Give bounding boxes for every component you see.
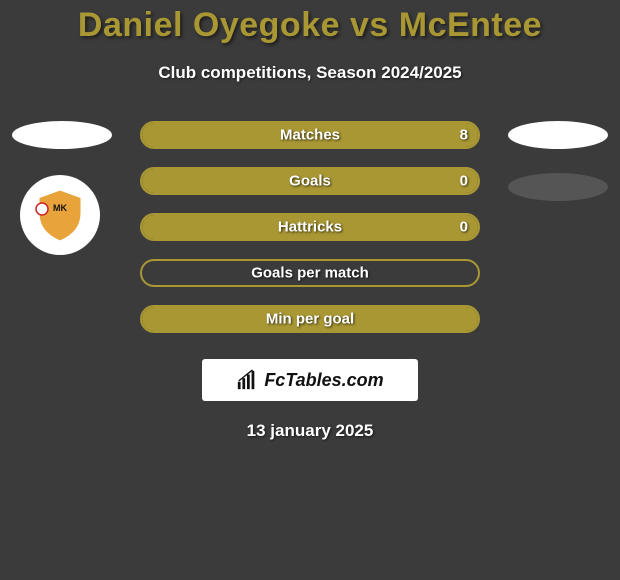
stat-value-right: 0 (460, 173, 468, 190)
stat-value-right: 8 (460, 127, 468, 144)
branding-box[interactable]: FcTables.com (202, 359, 418, 401)
club-logo-icon: MK (30, 185, 90, 245)
stat-bar: Hattricks 0 (140, 213, 480, 241)
stat-bar: Goals 0 (140, 167, 480, 195)
page-title: Daniel Oyegoke vs McEntee (0, 0, 620, 45)
player2-badge-shadow (508, 173, 608, 201)
stat-bar: Goals per match (140, 259, 480, 287)
player1-name: Daniel Oyegoke (78, 6, 340, 44)
vs-label: vs (350, 6, 389, 44)
player2-badge-ellipse (508, 121, 608, 149)
subtitle: Club competitions, Season 2024/2025 (0, 63, 620, 83)
branding-text: FcTables.com (264, 370, 383, 391)
stat-label: Goals per match (251, 265, 369, 282)
fctables-logo-icon (236, 369, 258, 391)
comparison-arena: MK Matches 8 Goals 0 Hattricks 0 Goals per mat… (0, 121, 620, 351)
stat-label: Hattricks (278, 219, 342, 236)
stat-bars: Matches 8 Goals 0 Hattricks 0 Goals per match M… (140, 121, 480, 351)
stat-bar: Matches 8 (140, 121, 480, 149)
svg-text:MK: MK (53, 203, 67, 213)
player1-badge-ellipse (12, 121, 112, 149)
stat-bar: Min per goal (140, 305, 480, 333)
stat-label: Matches (280, 127, 340, 144)
player1-club-logo: MK (20, 175, 100, 255)
player2-name: McEntee (399, 6, 542, 44)
stat-value-right: 0 (460, 219, 468, 236)
stat-label: Min per goal (266, 311, 354, 328)
footer-date: 13 january 2025 (0, 421, 620, 441)
stat-label: Goals (289, 173, 331, 190)
